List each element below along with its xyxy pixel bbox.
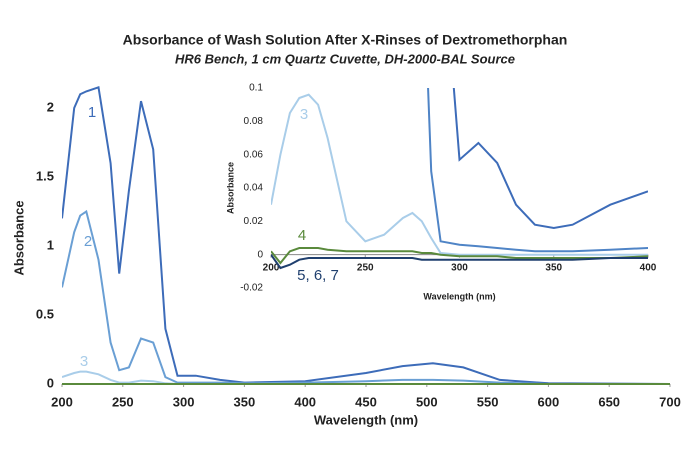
series-label: 3 — [300, 106, 308, 123]
series-line — [271, 254, 648, 270]
y-tick-label: 0.5 — [36, 306, 54, 321]
x-tick-label: 300 — [173, 394, 195, 409]
y-tick-label: 0.08 — [244, 116, 264, 127]
inset-y-axis-label: Absorbance — [225, 162, 235, 214]
y-tick-label: 0.02 — [244, 216, 264, 227]
series-line — [271, 93, 648, 256]
x-axis-label: Wavelength (nm) — [314, 412, 418, 427]
x-tick-label: 650 — [598, 394, 620, 409]
y-tick-label: 0 — [47, 375, 54, 390]
x-tick-label: 350 — [234, 394, 256, 409]
x-tick-label: 200 — [51, 394, 73, 409]
series-line — [271, 247, 648, 265]
series-line — [427, 88, 648, 253]
x-tick-label: 400 — [294, 394, 316, 409]
series-line — [62, 209, 670, 385]
y-tick-label: 1.5 — [36, 168, 54, 183]
series-label: 3 — [80, 353, 88, 370]
chart-title: Absorbance of Wash Solution After X-Rins… — [123, 32, 568, 48]
series-label: 2 — [84, 233, 92, 250]
y-tick-label: 0.04 — [244, 183, 264, 194]
inset-x-axis-label: Wavelength (nm) — [423, 291, 495, 301]
series-label: 4 — [298, 227, 306, 244]
x-tick-label: 200 — [263, 262, 280, 273]
x-tick-label: 250 — [112, 394, 134, 409]
y-tick-label: 0.06 — [244, 149, 264, 160]
y-tick-label: 0 — [257, 249, 263, 260]
y-tick-label: 1 — [47, 237, 54, 252]
y-tick-label: 2 — [47, 99, 54, 114]
x-tick-label: 250 — [357, 262, 374, 273]
x-tick-label: 350 — [545, 262, 562, 273]
x-tick-label: 550 — [477, 394, 499, 409]
x-tick-label: 500 — [416, 394, 438, 409]
y-tick-label: 0.1 — [249, 83, 263, 94]
chart-subtitle: HR6 Bench, 1 cm Quartz Cuvette, DH-2000-… — [175, 51, 515, 66]
series-line — [62, 85, 670, 385]
y-axis-label: Absorbance — [11, 200, 26, 275]
series-label: 1 — [88, 104, 96, 121]
x-tick-label: 300 — [451, 262, 468, 273]
x-tick-label: 450 — [355, 394, 377, 409]
plot-area — [62, 85, 670, 385]
x-tick-label: 600 — [538, 394, 560, 409]
inset-background — [228, 78, 660, 310]
plot-area — [271, 88, 648, 270]
x-tick-label: 400 — [640, 262, 657, 273]
x-tick-label: 700 — [659, 394, 681, 409]
y-tick-label: -0.02 — [240, 283, 263, 294]
series-label: 5, 6, 7 — [297, 267, 339, 284]
series-line — [452, 88, 648, 230]
